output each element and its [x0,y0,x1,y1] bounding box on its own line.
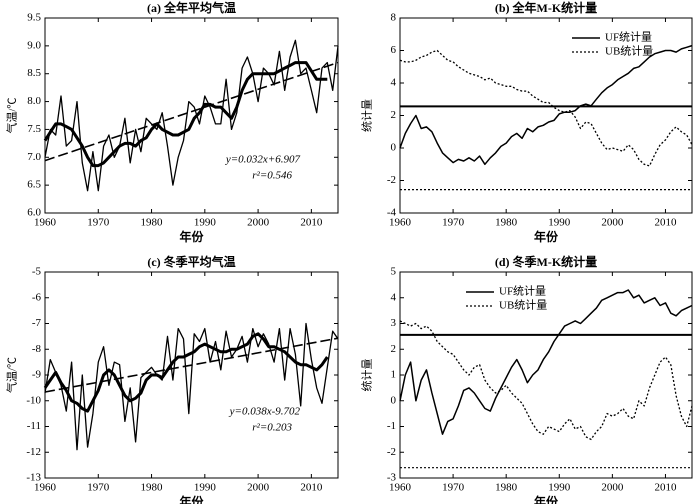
y-tick-label: -7 [32,317,42,329]
x-tick-label: 1990 [548,217,571,229]
y-tick-label: -10 [26,394,41,406]
x-tick-label: 1980 [495,482,518,494]
legend-label: UF统计量 [499,285,546,298]
y-tick-label: -13 [26,472,41,484]
x-tick-label: 2010 [654,217,677,229]
y-tick-label: 8 [391,12,397,24]
y-tick-label: 9.0 [27,39,41,51]
x-axis-label: 年份 [534,229,559,244]
y-tick-label: 7.5 [27,123,41,135]
legend-label: UB统计量 [499,299,547,312]
chart-title: (b) 全年M-K统计量 [495,0,597,15]
y-tick-label: -2 [387,446,396,458]
legend-label: UB统计量 [605,45,653,58]
y-tick-label: -12 [26,446,41,458]
x-tick-label: 2010 [654,482,677,494]
y-tick-label: -9 [32,369,42,381]
y-tick-label: -8 [32,343,42,355]
y-axis-label: 气温/℃ [5,357,19,393]
annotation: r²=0.546 [252,170,292,182]
x-tick-label: 2000 [601,217,624,229]
x-tick-label: 2000 [601,482,624,494]
y-tick-label: 0 [391,394,397,406]
plot-frame [44,17,339,214]
y-tick-label: 8.5 [27,67,41,79]
chart-title: (d) 冬季M-K统计量 [495,254,597,269]
x-tick-label: 1970 [442,482,465,494]
x-tick-label: 1970 [87,217,110,229]
x-tick-label: 2000 [247,482,270,494]
y-tick-label: -1 [387,420,396,432]
annotation: y=0.038x-9.702 [229,406,301,418]
y-tick-label: -2 [387,174,396,186]
y-tick-label: 2 [391,109,397,121]
y-tick-label: -11 [27,420,41,432]
x-tick-label: 1990 [548,482,571,494]
series-line [44,39,339,192]
y-tick-label: 7.0 [27,151,41,163]
x-tick-label: 1970 [87,482,110,494]
x-tick-label: 1980 [141,482,164,494]
y-axis-label: 统计量 [361,359,374,392]
y-tick-label: 1 [391,369,397,381]
y-tick-label: 6.0 [27,207,41,219]
y-tick-label: 9.5 [27,12,41,24]
y-tick-label: 5 [391,266,397,278]
x-axis-label: 年份 [179,494,204,504]
series-line [44,337,339,393]
x-axis-label: 年份 [534,494,559,504]
x-tick-label: 1960 [389,482,412,494]
y-tick-label: -4 [387,207,397,219]
y-tick-label: 2 [391,343,397,355]
y-tick-label: 0 [391,142,397,154]
series-line [399,289,693,435]
y-tick-label: 4 [391,77,397,89]
y-axis-label: 统计量 [361,99,374,132]
x-tick-label: 1960 [34,482,57,494]
y-tick-label: 6 [391,44,397,56]
y-tick-label: -6 [32,291,42,303]
annotation: r²=0.203 [252,422,292,434]
series-line [44,61,339,162]
x-tick-label: 1960 [34,217,57,229]
y-axis-label: 气温/℃ [5,97,19,133]
x-tick-label: 1960 [389,217,412,229]
x-tick-label: 2010 [300,482,323,494]
x-tick-label: 2010 [300,217,323,229]
x-tick-label: 1980 [141,217,164,229]
series-line [43,332,329,413]
x-tick-label: 2000 [247,217,270,229]
series-line [399,49,693,167]
y-tick-label: 6.5 [27,179,41,191]
series-line [43,61,328,168]
chart-title: (a) 全年平均气温 [147,0,236,15]
y-tick-label: 8.0 [27,95,41,107]
x-tick-label: 1980 [495,217,518,229]
legend-label: UF统计量 [605,31,652,44]
series-line [399,320,693,441]
x-tick-label: 1990 [194,217,217,229]
series-line [44,322,339,451]
y-tick-label: -5 [32,266,42,278]
chart-title: (c) 冬季平均气温 [147,254,235,269]
x-tick-label: 1990 [194,482,217,494]
y-tick-label: -3 [387,472,397,484]
y-tick-label: 3 [391,317,397,329]
series-line [399,44,693,166]
x-tick-label: 1970 [442,217,465,229]
annotation: y=0.032x+6.907 [225,154,301,166]
x-axis-label: 年份 [179,229,204,244]
y-tick-label: 4 [391,291,397,303]
